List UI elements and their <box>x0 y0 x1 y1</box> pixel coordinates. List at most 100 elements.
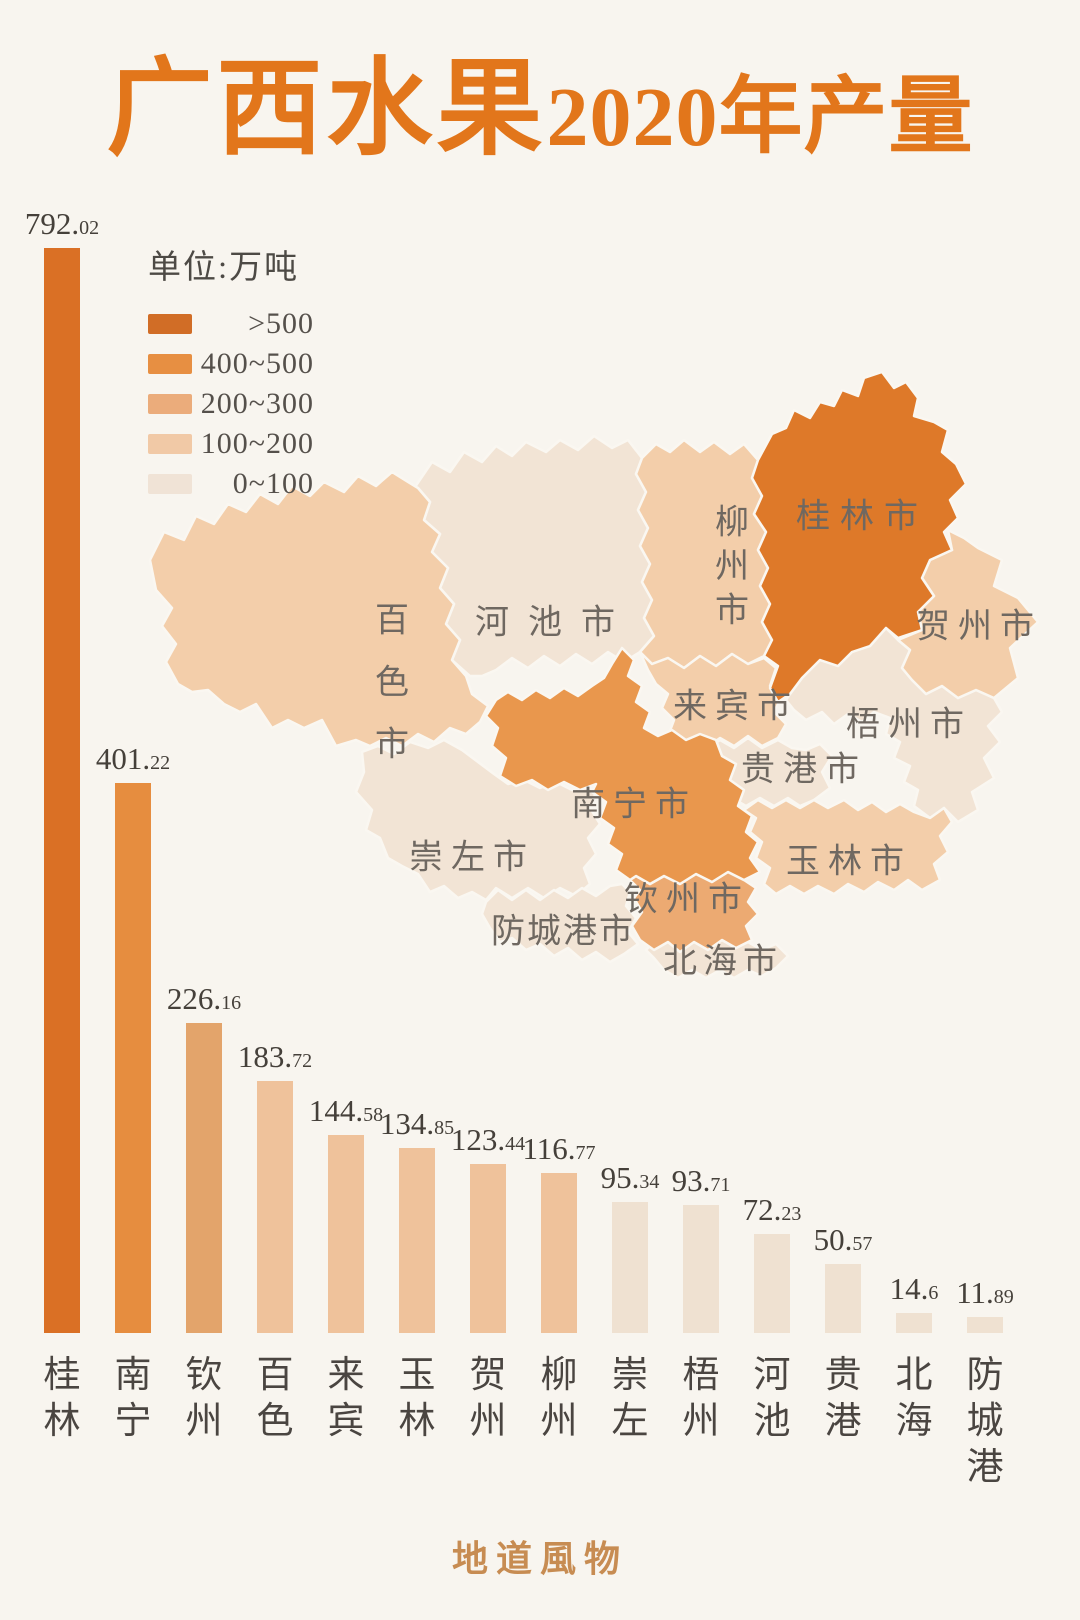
legend-unit-label: 单位:万吨 <box>148 250 300 286</box>
footer-brand: 地道風物 <box>451 1539 628 1579</box>
map-region-label: 崇 <box>409 840 443 877</box>
bar-value-label: 72.23 <box>742 1192 802 1227</box>
legend-items: >500 400~500 200~300 100~200 0~100 <box>148 304 314 504</box>
map-region-label: 河 <box>475 605 509 642</box>
map-region-label: 海 <box>703 943 737 981</box>
map-region-label: 州 <box>958 609 992 646</box>
legend-item: 400~500 <box>148 344 314 384</box>
bar <box>115 783 151 1333</box>
map-region-label: 市 <box>375 726 409 764</box>
bar <box>470 1164 506 1333</box>
bar <box>683 1205 719 1333</box>
bar-value-label: 401.22 <box>95 741 171 776</box>
map-region-label: 州 <box>715 549 749 586</box>
bar-category-label: 崇左 <box>611 1355 649 1442</box>
map-region-label: 左 <box>451 839 485 877</box>
map-region-label: 市 <box>708 881 742 919</box>
map-region-label: 色 <box>375 664 409 702</box>
map-region-label: 市 <box>884 498 918 536</box>
bar <box>44 248 80 1333</box>
map-region-laibin <box>638 650 788 750</box>
map-region-label: 防 <box>491 914 525 951</box>
bar-value-label: 792.02 <box>24 206 100 241</box>
map-region-baise <box>148 470 490 748</box>
map-region-liuzhou <box>634 438 774 670</box>
bar-category-label: 南宁 <box>114 1355 152 1442</box>
map-region-guilin <box>750 370 968 704</box>
bar-value-label: 50.57 <box>813 1222 873 1257</box>
bar-category-label: 梧州 <box>682 1355 720 1442</box>
bar-value-label: 116.77 <box>522 1131 596 1166</box>
map-region-label: 宾 <box>715 688 749 726</box>
bar <box>754 1234 790 1333</box>
bar-category-label: 北海 <box>895 1355 933 1442</box>
map-region-label: 市 <box>655 786 689 824</box>
bar <box>541 1173 577 1333</box>
legend-swatch <box>148 434 192 454</box>
map-region-label: 市 <box>493 839 527 877</box>
bar-value-label: 14.6 <box>889 1271 939 1306</box>
bar-value-label: 95.34 <box>600 1160 660 1195</box>
map-region-label: 钦 <box>624 881 658 919</box>
legend-label: 100~200 <box>200 427 314 460</box>
map-region-label: 来 <box>673 689 707 726</box>
legend-item: 200~300 <box>148 384 314 424</box>
bar-value-label: 226.16 <box>166 981 242 1016</box>
map-region-label: 州 <box>666 882 700 919</box>
bar-category-label: 贵港 <box>824 1355 862 1442</box>
bar-value-label: 134.85 <box>379 1106 455 1141</box>
bar-value-label: 93.71 <box>671 1163 731 1198</box>
bar-value-label: 123.44 <box>450 1122 526 1157</box>
map-region-label: 林 <box>828 843 862 881</box>
map-region-label: 港 <box>783 752 817 789</box>
bar-value-label: 11.89 <box>956 1275 1014 1310</box>
legend-swatch <box>148 354 192 374</box>
map-region-label: 市 <box>930 706 964 744</box>
map-region-label: 北 <box>663 944 697 981</box>
bar <box>257 1081 293 1333</box>
map-region-label: 玉 <box>786 844 820 881</box>
legend-swatch <box>148 394 192 414</box>
page-title-main: 广西水果 <box>106 51 547 168</box>
map-region-label: 州 <box>888 707 922 744</box>
legend-item: 0~100 <box>148 464 314 504</box>
map-region-label: 百 <box>375 603 409 640</box>
map-region-fangchenggang <box>480 882 640 964</box>
bar-category-label: 桂林 <box>43 1355 81 1442</box>
legend-label: 400~500 <box>200 347 314 380</box>
map-region-yulin <box>742 798 954 896</box>
bar-category-label: 百色 <box>256 1355 294 1442</box>
bar-category-label: 河池 <box>753 1355 791 1442</box>
map-region-label: 市 <box>825 751 859 789</box>
map-region-label: 市 <box>1000 608 1034 646</box>
page-title: 广西水果2020年产量 <box>0 22 1080 176</box>
legend-label: 200~300 <box>200 387 314 420</box>
bar <box>612 1202 648 1333</box>
bar <box>825 1264 861 1333</box>
legend-swatch <box>148 474 192 494</box>
bar-category-label: 贺州 <box>469 1355 507 1442</box>
map-region-label: 市 <box>715 592 749 630</box>
legend-label: >500 <box>248 307 314 340</box>
map-region-label: 市 <box>599 913 633 951</box>
bar-category-label: 来宾 <box>327 1355 365 1442</box>
map-region-label: 市 <box>581 604 615 642</box>
map-region-label: 贺 <box>916 609 950 646</box>
bar <box>186 1023 222 1333</box>
map-region-label: 贵 <box>741 751 775 789</box>
map-region-label: 港 <box>563 914 597 951</box>
map-region-label: 柳 <box>715 504 749 542</box>
map-region-label: 林 <box>840 498 874 536</box>
map-region-label: 池 <box>528 604 562 642</box>
bar-category-label: 钦州 <box>185 1355 223 1442</box>
legend: 单位:万吨 >500 400~500 200~300 100~200 0~100 <box>148 240 314 504</box>
map-region-label: 桂 <box>796 498 830 536</box>
legend-label: 0~100 <box>232 467 314 500</box>
map-region-label: 市 <box>757 688 791 726</box>
map-region-chongzuo <box>354 738 602 902</box>
legend-item: 100~200 <box>148 424 314 464</box>
map-region-label: 城 <box>527 914 561 951</box>
bar <box>967 1317 1003 1333</box>
map-region-nanning <box>484 646 762 886</box>
